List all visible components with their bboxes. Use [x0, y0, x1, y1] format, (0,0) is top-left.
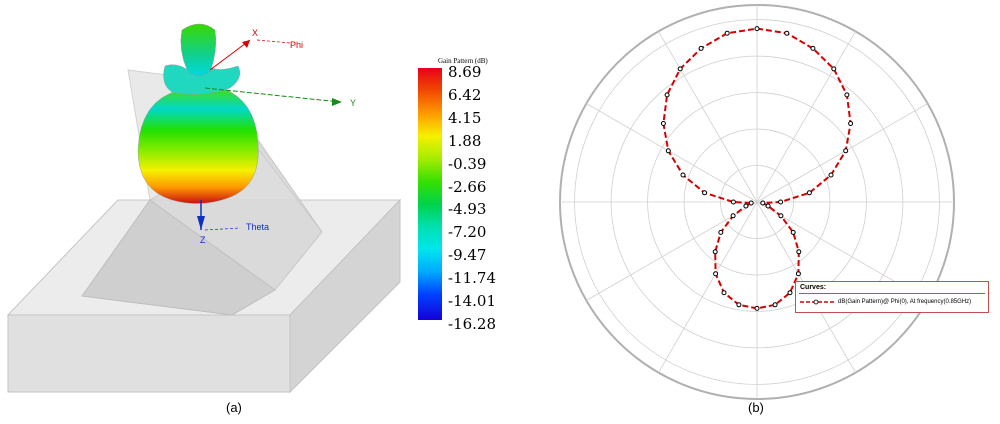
gain-pattern-point [680, 172, 686, 178]
colorbar-tick-label: -11.74 [448, 269, 497, 288]
gain-pattern-point [795, 271, 801, 277]
colorbar-tick-label: -16.28 [448, 314, 497, 333]
colorbar-tick-label: -4.93 [448, 200, 487, 219]
gain-pattern-point [713, 271, 719, 277]
curves-legend: Curves: dB(Gain Pattern)@ Phi(0), At fre… [795, 281, 989, 313]
gain-pattern-point [760, 200, 766, 206]
colorbar-tick-label: -14.01 [448, 292, 497, 310]
axis-y-label: Y [350, 98, 356, 108]
gain-pattern-point [796, 249, 802, 255]
legend-line-sample [800, 299, 836, 305]
polar-chart-panel: (b) [540, 0, 1000, 419]
gain-pattern-point [843, 148, 849, 154]
gain-pattern-point [677, 66, 683, 72]
colorbar-tick-label: 6.42 [448, 85, 482, 104]
gain-pattern-point [698, 45, 704, 51]
gain-pattern-point [748, 200, 754, 206]
polar-grid-spoke [756, 103, 928, 203]
gain-pattern-point [848, 121, 854, 126]
caption-b: (b) [748, 400, 764, 415]
colorbar-tick-label: -7.20 [448, 223, 487, 242]
axis-z-label: Z [200, 235, 206, 245]
polar-chart [559, 4, 955, 400]
axis-z: Z Theta [197, 200, 269, 245]
polar-grid-spoke [586, 103, 758, 203]
caption-a: (a) [226, 400, 242, 415]
axis-x: X Phi [209, 28, 303, 71]
axis-y: Y [204, 87, 356, 108]
axis-theta-label: Theta [246, 222, 269, 232]
gain-pattern-point [778, 213, 784, 219]
radiation-3d-view: X Phi Y Z Theta Gain Pattern (dB) 8.69 6.… [6, 23, 520, 415]
gain-pattern-point [712, 249, 718, 255]
gain-pattern-point [718, 229, 724, 235]
colorbar-gradient [418, 68, 442, 320]
colorbar-tick-label: -9.47 [448, 246, 487, 265]
gain-pattern-point [784, 30, 790, 36]
gain-pattern-point [831, 66, 837, 72]
radiation-3d-canvas: X Phi Y Z Theta [6, 23, 402, 394]
gain-pattern-point [736, 302, 742, 308]
gain-pattern-point [730, 199, 736, 205]
gain-pattern-point [730, 213, 736, 219]
gain-pattern-point [660, 121, 666, 126]
gain-pattern-point [702, 190, 708, 196]
colorbar-tick-label: -0.39 [448, 154, 487, 173]
colorbar-tick-label: 1.88 [448, 131, 482, 150]
polar-grid-spoke [658, 31, 758, 203]
gain-pattern-point [844, 92, 850, 98]
polar-grid-spoke [658, 201, 758, 373]
colorbar-title: Gain Pattern (dB) [438, 57, 488, 65]
gain-pattern-point [828, 172, 834, 178]
colorbar-tick-label: 4.15 [448, 108, 482, 127]
legend-entry: dB(Gain Pattern)@ Phi(0), At frequency(0… [838, 299, 972, 305]
gain-pattern-point [810, 45, 816, 51]
polar-grid-spoke [756, 31, 856, 203]
gain-pattern-point [664, 92, 670, 98]
gain-pattern-point [772, 302, 778, 308]
polar-grid-spoke [586, 201, 758, 301]
gain-pattern-point [806, 190, 812, 196]
legend-title: Curves: [800, 284, 827, 291]
axis-x-label: X [252, 28, 258, 38]
gain-pattern-point [665, 148, 671, 154]
gain-pattern-point [765, 203, 771, 209]
gain-pattern-point [787, 290, 793, 296]
gain-pattern-point [778, 199, 784, 205]
gain-pattern-point [790, 229, 796, 235]
gain-pattern-point [754, 26, 760, 32]
axis-phi-label: Phi [290, 40, 303, 50]
gain-lobe-3d [137, 23, 259, 204]
gain-pattern-point [754, 305, 760, 311]
colorbar: Gain Pattern (dB) 8.69 6.42 4.15 1.88 -0.39 -… [410, 55, 520, 335]
gain-pattern-point [721, 290, 727, 296]
colorbar-tick-label: 8.69 [448, 63, 482, 81]
colorbar-tick-label: -2.66 [448, 177, 487, 196]
gain-pattern-point [743, 203, 749, 209]
legend-separator [799, 293, 985, 294]
gain-pattern-point [724, 30, 730, 36]
